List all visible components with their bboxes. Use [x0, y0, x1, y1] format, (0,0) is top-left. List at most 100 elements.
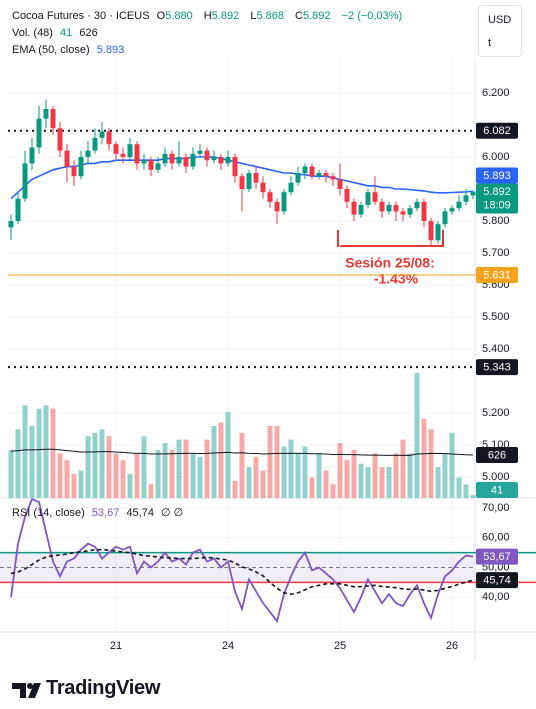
ohlc-key: O [156, 10, 166, 22]
ema-line [10, 156, 474, 200]
ohlc-value: 5.892 [303, 10, 331, 22]
volume-bar [274, 425, 280, 498]
y-tick-label: 70,00 [482, 502, 510, 514]
y-tick-label: 6.200 [482, 87, 510, 99]
candle-body [239, 176, 245, 189]
price-badge [476, 482, 518, 498]
volume-bar [337, 443, 343, 498]
candle-body [449, 208, 455, 212]
change: −2 (−0,03%) [341, 10, 403, 22]
volume-bar [449, 432, 455, 498]
brand-name: TradingView [46, 677, 161, 699]
x-tick-label: 24 [222, 640, 234, 652]
y-tick-label: 5.800 [482, 215, 510, 227]
currency-unit: t [488, 37, 492, 49]
brand: TradingView [12, 677, 160, 700]
volume-ma-line [10, 448, 474, 456]
candle-body [295, 172, 301, 183]
candle-body [71, 166, 77, 177]
volume-bar [267, 425, 273, 498]
candle-body [267, 192, 273, 202]
volume-bar [190, 453, 196, 498]
volume-bar [372, 453, 378, 498]
volume-bar [218, 422, 224, 498]
volume-bar [99, 429, 105, 498]
candle-body [246, 172, 252, 189]
candle-body [204, 150, 210, 161]
price-badge [476, 167, 518, 184]
price-badge-label: 53,67 [483, 551, 511, 563]
volume-bar [78, 470, 84, 498]
candle-body [64, 150, 70, 167]
rsi-line [10, 548, 474, 596]
annotation-text: -1.43% [374, 271, 419, 287]
price-badge [476, 122, 518, 139]
candle-body [155, 163, 161, 170]
rsi-line [10, 497, 474, 623]
ohlc-value: 5.892 [211, 10, 240, 22]
volume-bar [211, 425, 217, 498]
price-badge-label: 5.893 [483, 170, 511, 182]
volume-bar [204, 439, 210, 498]
volume-bar [29, 425, 35, 498]
candle-body [344, 188, 350, 202]
volume-bar [155, 449, 161, 498]
candle-body [22, 163, 28, 199]
candle-body [36, 118, 42, 148]
candle-body [106, 131, 112, 145]
candle-body [99, 131, 105, 138]
volume-bar [442, 453, 448, 498]
y-tick-label: 5.200 [482, 407, 510, 419]
candle-body [218, 157, 224, 164]
ohlc-key: L [250, 10, 257, 22]
candle-body [225, 157, 231, 164]
candle-body [190, 153, 196, 167]
candle-body [400, 211, 406, 215]
candle-body [162, 153, 168, 164]
volume-bar [358, 463, 364, 498]
legend-value: 41 [60, 27, 73, 39]
volume-bar [134, 453, 140, 498]
legend-flags: ∅ ∅ [161, 507, 184, 519]
candle-body [407, 208, 413, 215]
legend-name: RSI (14, close) [12, 507, 85, 519]
volume-bar [120, 460, 126, 498]
ohlc: C5.892 [295, 10, 334, 22]
candle-body [463, 195, 469, 202]
ohlc: H5.892 [204, 10, 243, 22]
ohlc-value: 5.880 [165, 10, 193, 22]
y-tick-label: 5.400 [482, 343, 510, 355]
volume-bar [288, 439, 294, 498]
volume-bar [253, 456, 259, 498]
volume-bar [36, 408, 42, 498]
volume-bar [246, 467, 252, 498]
candle-body [470, 191, 476, 196]
price-badge-time: 18:09 [483, 199, 511, 211]
candle-body [351, 201, 357, 215]
candle-body [253, 172, 259, 183]
candle-body [435, 224, 441, 241]
volume-bar [330, 484, 336, 498]
legend-value: 626 [79, 27, 98, 39]
ohlc-key: C [295, 10, 303, 22]
annotation-text: Sesión 25/08: [345, 255, 435, 271]
candle-body [29, 147, 35, 164]
candle-body [92, 137, 98, 151]
logo [12, 683, 41, 698]
volume-bar [8, 449, 14, 498]
legend-value: 45,74 [126, 507, 154, 519]
price-badge-label: 626 [488, 449, 506, 461]
candle-body [113, 144, 119, 154]
volume-bar [225, 412, 231, 498]
currency-button[interactable]: USD t [478, 5, 522, 57]
candle-body [288, 182, 294, 193]
y-tick-label: 5.700 [482, 247, 510, 259]
candle-body [365, 192, 371, 205]
volume-bar [92, 432, 98, 498]
candle-body [309, 166, 315, 177]
candle-body [274, 201, 280, 212]
price-badge [476, 572, 518, 589]
ema-legend: EMA (50, close) 5.893 [12, 43, 128, 57]
volume-bar [197, 456, 203, 498]
